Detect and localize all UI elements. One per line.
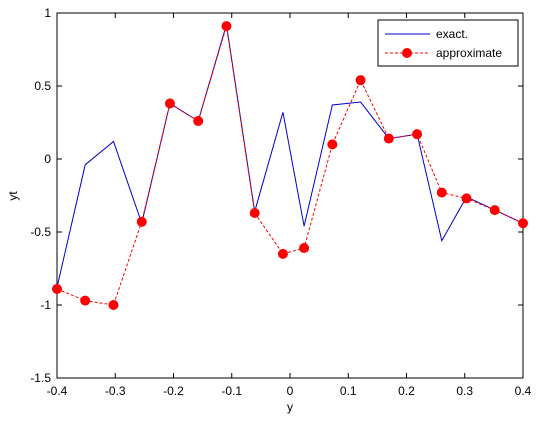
y-tick-label: -0.5 xyxy=(30,225,51,239)
x-tick-label: -0.3 xyxy=(105,384,126,398)
data-point-approximate xyxy=(518,218,528,229)
data-point-approximate xyxy=(193,116,204,127)
legend-box xyxy=(377,19,519,67)
data-point-approximate xyxy=(489,205,500,216)
data-point-approximate xyxy=(164,98,175,109)
data-point-approximate xyxy=(80,295,91,306)
data-point-approximate xyxy=(277,248,288,259)
data-point-approximate xyxy=(355,75,366,86)
x-tick-label: 0.2 xyxy=(398,384,415,398)
x-tick-label: -0.1 xyxy=(221,384,242,398)
data-point-approximate xyxy=(108,300,119,310)
y-axis-ticks: -1.5 -1 -0.5 0 0.5 1 xyxy=(30,6,523,385)
data-point-approximate xyxy=(327,139,338,150)
y-tick-label: 0.5 xyxy=(34,79,51,93)
x-tick-label: 0.4 xyxy=(515,384,532,398)
legend-marker-approximate xyxy=(402,48,412,58)
x-tick-label: 0.3 xyxy=(456,384,473,398)
legend-label-approximate: approximate xyxy=(436,46,502,60)
data-point-approximate xyxy=(221,21,232,32)
series-line-exact xyxy=(56,24,524,288)
legend: exact. approximate xyxy=(377,19,519,67)
series-layer xyxy=(52,21,528,310)
data-point-approximate xyxy=(383,133,394,144)
data-point-approximate xyxy=(436,187,447,198)
y-tick-label: -1.5 xyxy=(30,371,51,385)
y-axis-label: yt xyxy=(6,191,20,201)
data-point-approximate xyxy=(412,129,423,140)
y-tick-label: 0 xyxy=(44,152,51,166)
data-point-approximate xyxy=(136,216,147,227)
y-tick-label: 1 xyxy=(44,6,51,20)
x-tick-label: -0.4 xyxy=(47,384,68,398)
data-point-approximate xyxy=(461,193,472,204)
data-point-approximate xyxy=(249,208,260,219)
x-tick-label: 0.1 xyxy=(340,384,357,398)
x-tick-label: -0.2 xyxy=(163,384,184,398)
legend-label-exact: exact. xyxy=(436,27,468,41)
x-axis-ticks: -0.4 -0.3 -0.2 -0.1 0 0.1 0.2 0.3 0.4 xyxy=(47,13,532,398)
x-axis-label: y xyxy=(287,400,293,414)
data-point-approximate xyxy=(299,243,310,254)
x-tick-label: 0 xyxy=(287,384,294,398)
data-point-approximate xyxy=(52,283,62,294)
y-tick-label: -1 xyxy=(40,298,51,312)
